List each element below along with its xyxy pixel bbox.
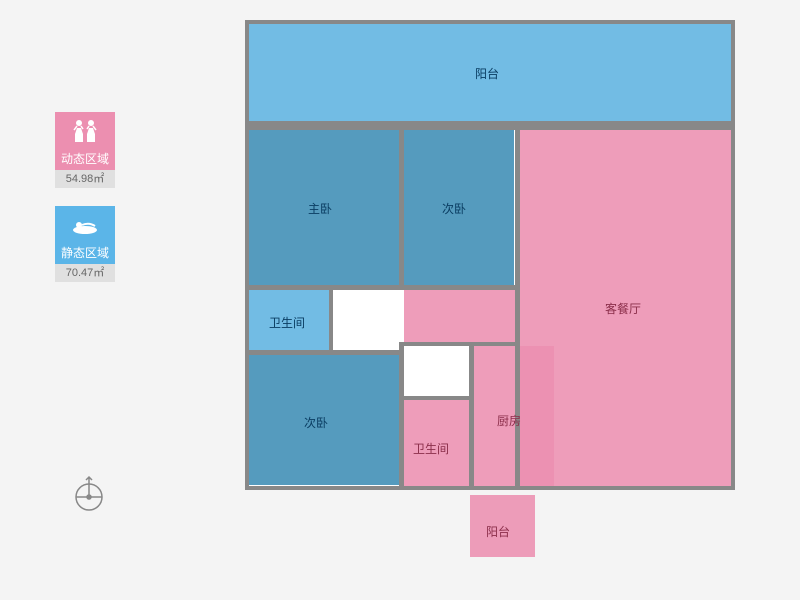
legend-static: 静态区域 70.47㎡ <box>55 206 115 282</box>
floorplan: 阳台主卧次卧卫生间次卧客餐厅厨房卫生间阳台 <box>245 20 745 580</box>
wall-segment <box>404 396 469 400</box>
legend-dynamic-value: 54.98㎡ <box>55 170 115 188</box>
room-bed3 <box>249 355 399 485</box>
room-balcony_bot <box>470 495 535 557</box>
wall-segment <box>404 342 520 346</box>
wall-segment <box>515 130 520 486</box>
people-icon <box>55 112 115 148</box>
room-living_ext <box>404 290 520 342</box>
wall-segment <box>329 290 333 350</box>
wall-segment <box>399 130 404 285</box>
room-master <box>249 130 399 285</box>
wall-segment <box>249 350 404 355</box>
legend-dynamic-label: 动态区域 <box>55 148 115 170</box>
legend-dynamic: 动态区域 54.98㎡ <box>55 112 115 188</box>
wall-segment <box>399 342 404 486</box>
room-kitchen <box>474 346 554 486</box>
legend-static-value: 70.47㎡ <box>55 264 115 282</box>
room-bath1 <box>249 290 329 350</box>
room-bed2 <box>404 130 514 285</box>
legend-panel: 动态区域 54.98㎡ 静态区域 70.47㎡ <box>55 112 125 300</box>
sleep-icon <box>55 206 115 242</box>
wall-segment <box>469 342 474 486</box>
legend-static-label: 静态区域 <box>55 242 115 264</box>
compass-icon <box>73 475 105 518</box>
room-bath2 <box>404 400 469 486</box>
room-balcony_top <box>249 24 731 121</box>
wall-segment <box>249 121 731 130</box>
wall-segment <box>249 285 519 290</box>
